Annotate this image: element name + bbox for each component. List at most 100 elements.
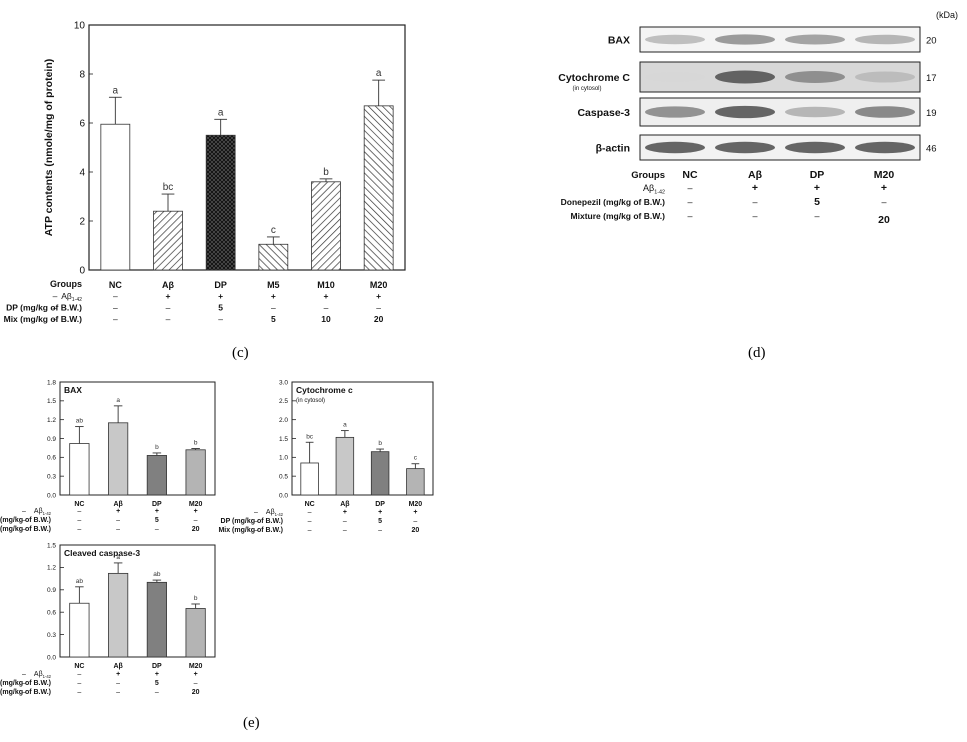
y-tick-label: 3.0 [279, 379, 288, 386]
x-category-label: DP [152, 501, 162, 508]
treatment-dp: – [166, 303, 171, 313]
significance-letter: b [323, 167, 329, 178]
bar-Aβ [335, 436, 355, 496]
significance-letter: ab [76, 418, 84, 425]
x-category-label: NC [74, 663, 84, 670]
x-category-label: DP [152, 663, 162, 670]
treatment-abeta: – [77, 508, 81, 515]
significance-letter: a [116, 554, 120, 561]
panel-label-e: (e) [243, 715, 260, 731]
treatment-abeta: + [155, 508, 159, 515]
y-tick-label: 1.5 [47, 398, 56, 405]
x-category-label: M20 [409, 501, 423, 508]
treatment-dp: – [77, 680, 81, 687]
plot-frame [59, 544, 216, 658]
significance-letter: bc [306, 433, 314, 440]
y-tick-label: 1.8 [47, 379, 56, 386]
treatment-dp: – [271, 303, 276, 313]
panel-d-western-blot: (kDa) BAX 20 Cytochrome C (in cytosol) 17 Casp… [558, 10, 958, 226]
treatment-mix: – [378, 527, 382, 534]
y-tick-label: 0.6 [47, 609, 56, 616]
y-tick-label: 1.0 [279, 455, 288, 462]
x-category-label: Aβ [340, 501, 350, 508]
row-label-mix: Mix (mg/kg of B.W.) [218, 527, 283, 534]
protein-band [785, 71, 845, 83]
y-tick-label: 0.9 [47, 587, 56, 594]
kda-value: 20 [926, 36, 937, 47]
treatment-abeta: + [194, 671, 198, 678]
treatment-mix: 5 [271, 314, 276, 324]
significance-letter: bc [163, 182, 174, 193]
plot-frame [88, 24, 406, 271]
protein-band [645, 106, 705, 118]
row-dash: – [254, 518, 258, 525]
treatment-mix: 20 [411, 527, 419, 534]
significance-letter: c [414, 455, 418, 462]
bar-M20 [406, 468, 425, 496]
chart-title: Cytochrome c [296, 385, 353, 395]
panel-label-d: (d) [748, 345, 766, 361]
protein-band [715, 141, 775, 154]
y-tick-label: 10 [74, 21, 86, 32]
groups-label: Groups [631, 170, 665, 181]
treatment-mix: – [166, 314, 171, 324]
kda-value: 19 [926, 108, 937, 119]
blot-row-label: BAX [608, 35, 630, 47]
treatment-mix: 20 [192, 689, 200, 696]
treatment-abeta: + [752, 182, 758, 194]
treatment-dp: 5 [155, 680, 159, 687]
bar-DP [146, 455, 167, 496]
treatment-dp: – [77, 517, 81, 524]
row-dash: – [22, 526, 26, 533]
protein-band [715, 105, 775, 119]
treatment-abeta: + [881, 182, 887, 194]
y-tick-label: 2.5 [279, 398, 288, 405]
significance-letter: a [343, 422, 347, 429]
y-axis-label: ATP contents (nmole/mg of protein) [43, 59, 55, 237]
row-dash: – [22, 671, 26, 678]
kda-unit-label: (kDa) [936, 10, 958, 20]
chart-title: Cleaved caspase-3 [64, 548, 140, 558]
treatment-dp: – [343, 518, 347, 525]
groups-label: Groups [50, 279, 82, 289]
significance-letter: a [376, 68, 382, 79]
treatment-mix: – [77, 526, 81, 533]
treatment-abeta: + [324, 291, 329, 301]
significance-letter: b [194, 440, 198, 447]
row-label-abeta: Aβ1-42 [34, 671, 52, 679]
treatment-abeta: + [194, 508, 198, 515]
treatment-abeta: + [376, 291, 381, 301]
kda-value: 46 [926, 144, 937, 155]
treatment-mix: – [155, 526, 159, 533]
y-tick-label: 0.3 [47, 632, 56, 639]
treatment-dp: – [194, 517, 198, 524]
bar-M5 [258, 243, 289, 271]
bar-Aβ [108, 422, 129, 496]
bar-M20 [185, 608, 206, 658]
treatment-abeta: + [343, 509, 347, 516]
row-label-abeta: Aβ1-42 [643, 183, 665, 195]
treatment-dp: – [324, 303, 329, 313]
bar-DP [205, 134, 236, 271]
row-dash: – [53, 291, 58, 301]
treatment-dp: 5 [218, 303, 223, 313]
treatment-abeta: – [687, 183, 692, 193]
panel-e-bax-chart: 0.0 0.3 0.6 0.9 1.2 1.5 1.8 ab NC a Aβ b DP b M20 Aβ1-4… [0, 379, 216, 533]
y-tick-label: 2.0 [279, 417, 288, 424]
treatment-abeta: + [116, 508, 120, 515]
significance-letter: a [116, 397, 120, 404]
bar-M10 [311, 181, 341, 271]
bar-DP [370, 451, 390, 496]
bar-NC [69, 443, 90, 496]
blot-row-sublabel: (in cytosol) [572, 86, 601, 92]
x-category-label: Aβ [162, 280, 174, 290]
treatment-mixture: – [814, 211, 819, 221]
row-label-abeta: Aβ1-42 [61, 291, 82, 303]
treatment-dp: – [116, 680, 120, 687]
treatment-mix: 20 [374, 314, 384, 324]
treatment-dp: – [413, 518, 417, 525]
treatment-mix: – [116, 689, 120, 696]
significance-letter: a [218, 107, 224, 118]
y-tick-label: 1.5 [279, 436, 288, 443]
row-dash: – [53, 303, 58, 313]
